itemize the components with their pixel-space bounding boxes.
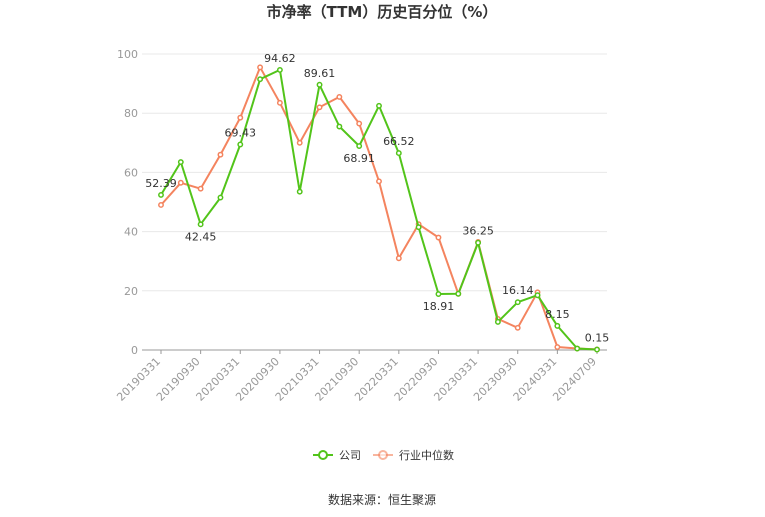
series-line (160, 66, 598, 351)
legend[interactable]: 公司 行业中位数 (313, 448, 454, 462)
data-point[interactable] (217, 194, 224, 201)
legend-industry-swatch-marker (378, 450, 388, 460)
y-tick-label: 80 (124, 107, 138, 120)
data-point[interactable] (237, 114, 244, 121)
legend-company-swatch-marker (318, 450, 328, 460)
data-point[interactable] (197, 185, 204, 192)
data-label: 69.43 (225, 126, 257, 139)
data-point[interactable] (197, 221, 204, 228)
data-point[interactable] (158, 191, 164, 198)
x-tick-label: 20240709 (550, 355, 599, 404)
data-point[interactable] (435, 291, 442, 297)
data-label: 36.25 (462, 225, 494, 238)
series-company (158, 66, 600, 353)
data-point[interactable] (376, 102, 382, 109)
y-axis: 0 20 40 60 80 100 (117, 48, 138, 357)
data-point[interactable] (475, 239, 482, 246)
data-labels: 52.39 42.45 69.43 94.62 89.61 68.91 66.52 18.91… (145, 52, 609, 345)
data-label: 8.15 (545, 308, 570, 321)
data-point[interactable] (177, 159, 184, 165)
data-label: 42.45 (185, 230, 217, 243)
data-label: 0.15 (585, 332, 610, 345)
data-point[interactable] (237, 141, 244, 148)
y-tick-label: 0 (131, 344, 138, 357)
data-point[interactable] (316, 104, 323, 111)
series-line (160, 68, 598, 351)
y-tick-label: 60 (124, 166, 138, 179)
data-point[interactable] (455, 290, 462, 297)
x-axis: 2019033120190930202003312020093020210331… (114, 349, 607, 404)
series-lines (158, 64, 600, 353)
data-point[interactable] (336, 123, 343, 130)
data-point[interactable] (158, 202, 164, 208)
data-point[interactable] (177, 179, 184, 186)
data-point[interactable] (217, 151, 224, 158)
chart-title: 市净率（TTM）历史百分位（%） (267, 3, 498, 21)
legend-company-label: 公司 (339, 449, 361, 462)
data-point[interactable] (276, 99, 283, 106)
data-point[interactable] (415, 224, 422, 231)
y-tick-label: 20 (124, 285, 138, 298)
data-point[interactable] (594, 346, 600, 353)
data-point[interactable] (514, 299, 521, 306)
data-point[interactable] (554, 344, 561, 350)
legend-industry-label: 行业中位数 (399, 448, 454, 462)
data-point[interactable] (296, 188, 303, 195)
data-point[interactable] (336, 93, 343, 100)
data-label: 66.52 (383, 135, 415, 148)
data-point[interactable] (257, 64, 264, 71)
data-point[interactable] (257, 76, 264, 83)
data-point[interactable] (356, 120, 363, 127)
data-point[interactable] (376, 178, 382, 185)
data-label: 18.91 (423, 300, 455, 313)
data-label: 16.14 (502, 284, 534, 297)
data-label: 89.61 (304, 67, 336, 80)
data-label: 94.62 (264, 52, 296, 65)
legend-item-company[interactable]: 公司 (313, 449, 361, 462)
data-point[interactable] (276, 66, 283, 73)
data-point[interactable] (574, 345, 581, 352)
y-tick-label: 100 (117, 48, 138, 61)
y-tick-label: 40 (124, 226, 138, 239)
data-point[interactable] (534, 292, 541, 299)
data-label: 52.39 (145, 177, 177, 190)
data-source: 数据来源：恒生聚源 (328, 492, 436, 507)
data-point[interactable] (395, 255, 402, 262)
legend-item-industry-median[interactable]: 行业中位数 (373, 448, 454, 462)
data-point[interactable] (296, 139, 303, 146)
data-point[interactable] (435, 234, 442, 241)
data-point[interactable] (356, 143, 363, 149)
data-point[interactable] (494, 318, 501, 325)
data-point[interactable] (554, 322, 561, 329)
data-label: 68.91 (343, 152, 375, 165)
data-point[interactable] (514, 324, 521, 331)
grid (142, 53, 607, 292)
data-point[interactable] (395, 150, 402, 157)
data-point[interactable] (316, 81, 323, 88)
